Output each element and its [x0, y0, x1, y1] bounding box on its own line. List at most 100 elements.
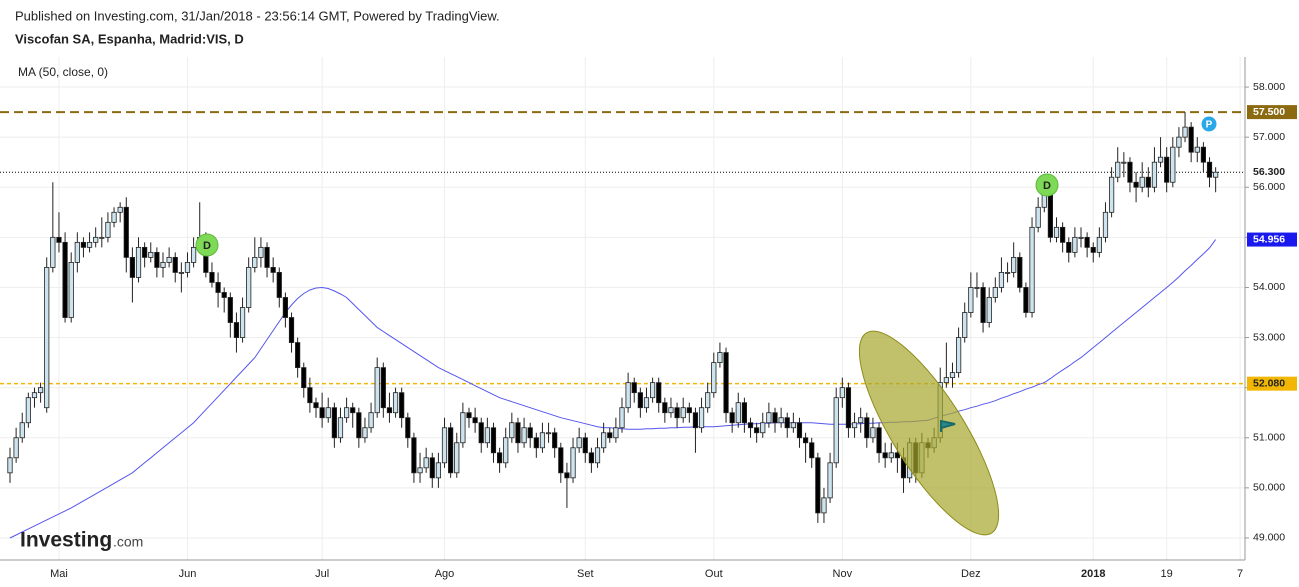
candle-body [760, 422, 766, 434]
candle-body [380, 367, 386, 409]
candle-body [992, 287, 998, 298]
candle-body [1090, 246, 1096, 253]
candle-body [503, 437, 509, 464]
logo-suffix: .com [113, 534, 143, 550]
candle-body [631, 382, 637, 394]
x-tick-label: 2018 [1081, 568, 1105, 580]
candle-body [521, 427, 527, 444]
candle-body [221, 292, 227, 298]
logo-name: Investing [20, 529, 112, 552]
candle-body [656, 382, 662, 404]
candle-body [527, 427, 533, 439]
event-marker [1035, 173, 1059, 197]
candle-body [423, 457, 429, 469]
candle-body [674, 407, 680, 419]
candle-body [588, 452, 595, 464]
candle-body [576, 437, 582, 449]
legend-entry: MA (50, close, 0) [18, 65, 108, 79]
candle-body [607, 432, 613, 439]
candle-body [411, 437, 417, 474]
event-label: D [1043, 180, 1051, 192]
candle-body [1035, 206, 1041, 228]
candle-body [233, 322, 240, 338]
candle-body [50, 236, 56, 268]
candle-body [1096, 236, 1102, 253]
candle-body [1127, 161, 1133, 183]
candle-body [1133, 181, 1139, 188]
candle-body [754, 427, 760, 434]
candle-body [1017, 256, 1023, 288]
candle-body [809, 442, 815, 459]
candle-body [417, 467, 423, 474]
candle-body [545, 432, 552, 435]
candle-body [796, 422, 803, 439]
candle-body [1078, 236, 1084, 239]
candle-body [295, 342, 301, 369]
published-note: Published on Investing.com, 31/Jan/2018 … [15, 8, 500, 23]
candle-body [239, 307, 246, 338]
grid-layer [0, 57, 1249, 560]
candle-body [1072, 236, 1078, 253]
candle-body [1121, 161, 1127, 164]
candle-body [962, 312, 968, 338]
candle-body [429, 457, 435, 479]
candle-body [601, 432, 607, 449]
candle-body [454, 442, 460, 474]
candle-body [288, 317, 295, 343]
candle-body [790, 422, 796, 429]
candle-body [533, 437, 539, 449]
candle-body [117, 206, 123, 213]
candle-body [747, 422, 754, 429]
candle-body [178, 272, 184, 274]
candle-body [466, 412, 472, 419]
candle-body [625, 382, 631, 409]
candle-body [301, 367, 307, 389]
candle-body [650, 382, 656, 399]
candle-body [350, 407, 356, 414]
candle-body [25, 397, 31, 424]
candle-body [252, 256, 258, 268]
candle-body [1170, 146, 1176, 183]
candle-body [876, 427, 882, 454]
candle-body [772, 412, 778, 424]
candle-body [337, 417, 344, 439]
candle-body [1053, 226, 1060, 238]
candle-body [1066, 241, 1072, 253]
candle-body [1029, 226, 1035, 313]
candle-body [594, 447, 601, 464]
candle-body [637, 392, 643, 409]
candle-body [374, 367, 380, 414]
candle-body [307, 387, 313, 404]
candle-body [839, 387, 845, 399]
candle-body [888, 452, 894, 459]
candle-body [864, 417, 870, 439]
candle-body [1164, 156, 1170, 183]
candle-body [741, 402, 748, 424]
y-tick-label: 53.000 [1253, 331, 1285, 343]
candle-body [705, 392, 711, 409]
candle-body [276, 272, 282, 298]
candle-body [343, 407, 350, 419]
candle-body [1176, 136, 1182, 148]
candle-body [784, 417, 790, 429]
candle-body [582, 437, 588, 454]
candle-body [821, 497, 827, 514]
candle-body [392, 392, 399, 414]
candle-body [643, 397, 650, 409]
label-layer: 49.00050.00051.00052.00053.00054.00055.0… [50, 81, 1297, 580]
candle-body [184, 262, 191, 273]
candle-body [356, 412, 362, 439]
candle-body [1151, 161, 1158, 188]
last-price-label: 56.300 [1253, 166, 1285, 178]
highlight-ellipse [858, 330, 1000, 536]
event-marker [195, 233, 219, 257]
candle-body [974, 287, 980, 289]
candle-body [227, 297, 233, 323]
candle-body [478, 422, 484, 444]
x-tick-label: Ago [435, 568, 455, 580]
candle-body [539, 432, 546, 449]
candle-body [1139, 176, 1145, 188]
x-tick-label: 7 [1237, 568, 1243, 580]
candle-body [405, 417, 411, 439]
